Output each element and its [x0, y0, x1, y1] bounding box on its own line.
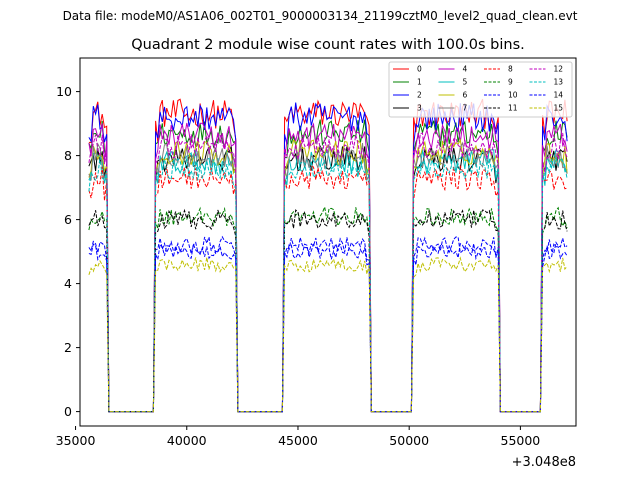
x-offset-label: +3.048e8 [512, 455, 576, 470]
x-tick-label: 35000 [56, 433, 96, 448]
series-line-8 [88, 164, 568, 413]
legend-label-13: 13 [554, 78, 564, 87]
legend-label-10: 10 [508, 91, 518, 100]
legend-label-4: 4 [463, 65, 468, 74]
series-line-3 [88, 144, 568, 413]
series-line-13 [88, 156, 568, 413]
series-line-10 [88, 235, 568, 413]
series-line-4 [88, 122, 568, 413]
series-line-15 [88, 256, 568, 413]
x-tick-label: 55000 [501, 433, 541, 448]
legend-label-8: 8 [508, 65, 513, 74]
x-tick-label: 40000 [167, 433, 207, 448]
y-tick-label: 2 [64, 340, 72, 355]
legend-label-0: 0 [417, 65, 422, 74]
x-tick-label: 50000 [389, 433, 429, 448]
legend-label-5: 5 [463, 78, 468, 87]
legend-label-1: 1 [417, 78, 422, 87]
legend-label-9: 9 [508, 78, 513, 87]
chart-suptitle: Data file: modeM0/AS1A06_002T01_90000031… [63, 9, 578, 23]
series-line-14 [88, 242, 568, 413]
series-layer [88, 98, 568, 413]
legend-label-3: 3 [417, 104, 422, 113]
y-tick-label: 10 [56, 84, 72, 99]
y-tick-label: 8 [64, 148, 72, 163]
series-line-11 [88, 208, 568, 413]
chart-title: Quadrant 2 module wise count rates with … [131, 37, 525, 53]
legend-label-6: 6 [463, 91, 468, 100]
y-tick-label: 4 [64, 276, 72, 291]
x-tick-label: 45000 [278, 433, 318, 448]
legend-label-2: 2 [417, 91, 422, 100]
series-line-1 [88, 119, 568, 413]
series-line-12 [88, 132, 568, 413]
plot-frame [79, 57, 577, 427]
y-tick-label: 6 [64, 212, 72, 227]
legend-label-11: 11 [508, 104, 518, 113]
series-line-7 [88, 141, 568, 413]
legend-label-14: 14 [554, 91, 564, 100]
legend-label-12: 12 [554, 65, 564, 74]
y-tick-label: 0 [64, 404, 72, 419]
legend-label-15: 15 [554, 104, 564, 113]
series-line-5 [88, 148, 568, 413]
series-line-9 [88, 205, 568, 413]
legend-label-7: 7 [463, 104, 468, 113]
ticks-layer: 35000 40000 45000 50000 55000 0 2 4 6 8 10 [56, 84, 541, 448]
